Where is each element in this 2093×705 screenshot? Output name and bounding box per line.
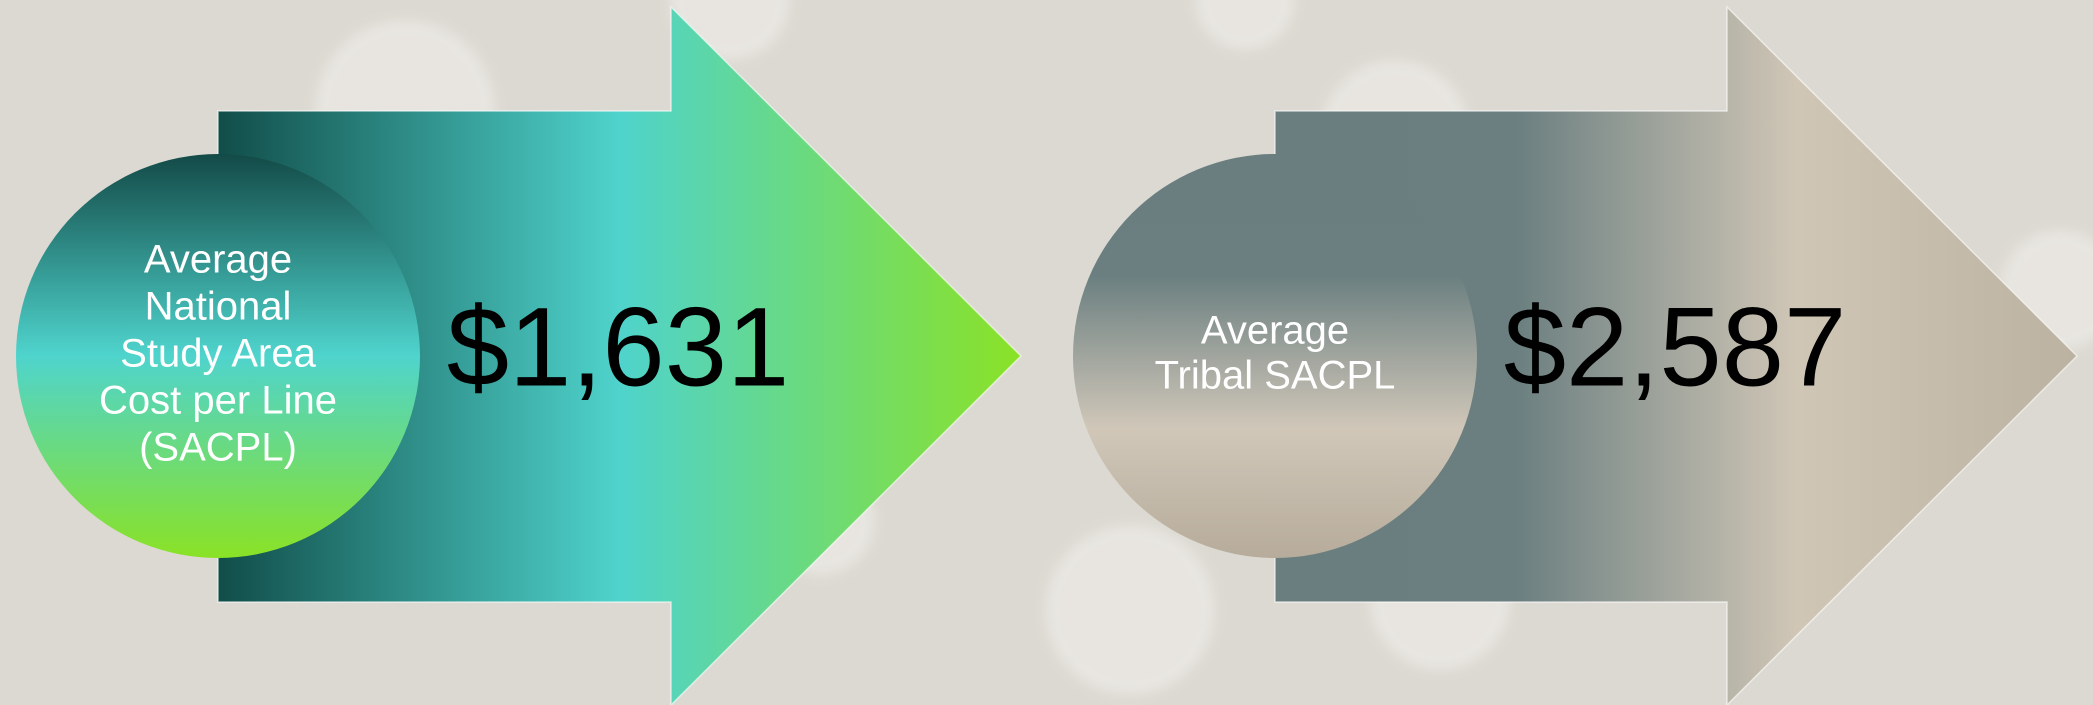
label-line: Cost per Line	[99, 379, 337, 423]
label-line: Study Area	[120, 332, 316, 376]
label-line: Average	[1201, 309, 1349, 353]
label-line: (SACPL)	[139, 426, 297, 470]
circle	[16, 154, 420, 558]
value: $2,587	[1504, 285, 1847, 410]
arrow	[217, 5, 1023, 705]
label-line: Tribal SACPL	[1155, 354, 1396, 398]
circle	[1073, 154, 1477, 558]
arrow	[1274, 5, 2079, 705]
value: $1,631	[447, 285, 790, 410]
label-line: National	[145, 285, 292, 329]
label-line: Average	[144, 238, 292, 282]
